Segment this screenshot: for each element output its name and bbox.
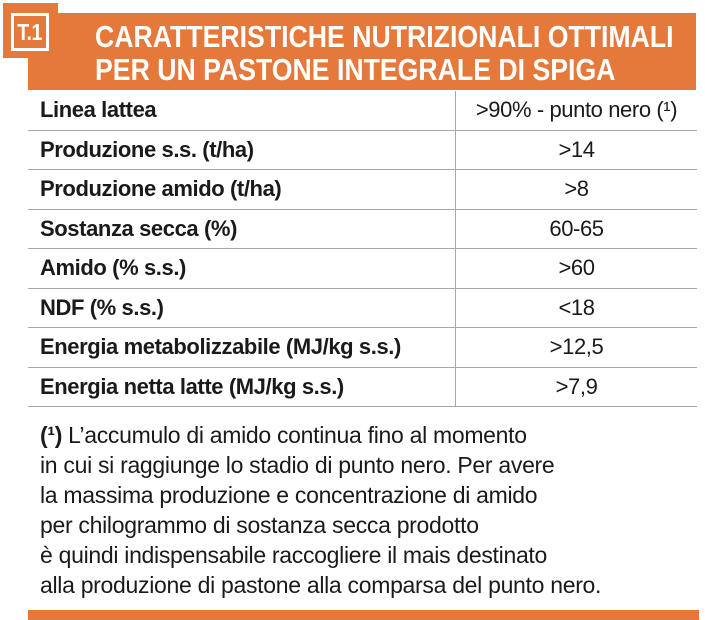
row-value: >7,9 xyxy=(455,367,697,406)
footnote-text: L’accumulo di amido continua fino al mom… xyxy=(68,422,527,448)
row-label: Energia netta latte (MJ/kg s.s.) xyxy=(40,373,344,399)
row-value: >12,5 xyxy=(455,328,697,367)
row-value: 60-65 xyxy=(455,209,697,248)
row-value: >14 xyxy=(455,130,697,169)
bottom-rule xyxy=(28,610,699,620)
badge-label: T.1 xyxy=(17,18,43,45)
row-value: >90% - punto nero (¹) xyxy=(455,91,697,130)
footnote-marker: (¹) xyxy=(40,422,63,448)
row-label: NDF (% s.s.) xyxy=(40,294,164,320)
row-label: Produzione s.s. (t/ha) xyxy=(40,136,254,162)
table-row: Sostanza secca (%) 60-65 xyxy=(28,209,697,249)
footnote-line: alla produzione di pastone alla comparsa… xyxy=(40,572,602,598)
footnote: (¹) L’accumulo di amido continua fino al… xyxy=(40,420,601,600)
nutrition-table: Linea lattea >90% - punto nero (¹) Produ… xyxy=(28,91,697,407)
table-row: Amido (% s.s.) >60 xyxy=(28,249,697,289)
table-number-badge: T.1 xyxy=(3,3,58,58)
footnote-line: è quindi indispensabile raccogliere il m… xyxy=(40,542,548,568)
table-row: Produzione s.s. (t/ha) >14 xyxy=(28,130,697,170)
row-value: <18 xyxy=(455,288,697,327)
table-row: Linea lattea >90% - punto nero (¹) xyxy=(28,91,697,131)
badge-frame: T.1 xyxy=(11,13,49,51)
row-value: >60 xyxy=(455,249,697,288)
page-title-line1: CARATTERISTICHE NUTRIZIONALI OTTIMALI xyxy=(95,18,674,54)
row-label: Amido (% s.s.) xyxy=(40,255,186,281)
table-row: Produzione amido (t/ha) >8 xyxy=(28,170,697,210)
row-label: Sostanza secca (%) xyxy=(40,215,237,241)
footnote-line: per chilogrammo di sostanza secca prodot… xyxy=(40,512,479,538)
row-value: >8 xyxy=(455,170,697,209)
row-label: Energia metabolizzabile (MJ/kg s.s.) xyxy=(40,334,401,360)
row-label: Produzione amido (t/ha) xyxy=(40,176,282,202)
table-row: Energia metabolizzabile (MJ/kg s.s.) >12… xyxy=(28,328,697,368)
page-title-line2: PER UN PASTONE INTEGRALE DI SPIGA xyxy=(95,51,616,87)
footnote-line: la massima produzione e concentrazione d… xyxy=(40,482,538,508)
row-label: Linea lattea xyxy=(40,97,157,123)
footnote-line: in cui si raggiunge lo stadio di punto n… xyxy=(40,452,555,478)
table-row: NDF (% s.s.) <18 xyxy=(28,288,697,328)
header-band: CARATTERISTICHE NUTRIZIONALI OTTIMALI PE… xyxy=(28,13,696,90)
footnote-line: (¹) L’accumulo di amido continua fino al… xyxy=(40,420,601,450)
table-row: Energia netta latte (MJ/kg s.s.) >7,9 xyxy=(28,367,697,407)
